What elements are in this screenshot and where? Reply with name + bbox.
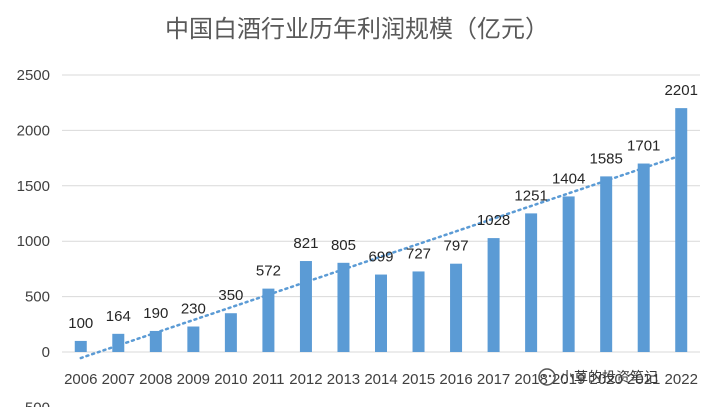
data-label: 164 [106,308,131,325]
x-tick-label: 2007 [102,371,135,388]
x-tick-label: 2010 [214,371,247,388]
bar [262,288,275,352]
y-axis-ticks: -500 0 500 1000 1500 2000 2500 [17,67,50,407]
y-tick-label: 0 [42,344,50,361]
bar [112,333,125,352]
x-tick-label: 2008 [139,371,172,388]
bar [450,263,463,352]
data-label: 821 [293,235,318,252]
wechat-icon-dot [548,374,552,378]
x-tick-label: 2013 [327,371,360,388]
y-tick-label: 2500 [17,67,50,84]
bar [224,313,237,352]
x-tick-label: 2012 [289,371,322,388]
data-label: 100 [68,315,93,332]
data-label: 572 [256,263,281,280]
data-label: 190 [143,305,168,322]
x-tick-label: 2011 [252,371,284,388]
y-tick-label: 1000 [17,233,50,250]
data-label: 1701 [627,138,660,155]
data-label: 805 [331,237,356,254]
y-tick-label: 500 [25,289,50,306]
watermark: 小草的投资笔记 [538,368,658,386]
x-tick-label: 2018 [514,371,547,388]
data-labels-group: 100 164 190 230 350 572 821 805 699 727 797 1028125… [68,82,698,332]
data-label: 699 [368,249,393,266]
bar [74,340,87,352]
x-tick-label: 2016 [439,371,472,388]
bar [375,274,387,352]
data-label: 1585 [589,150,622,167]
bar [637,163,650,352]
data-label: 727 [406,245,431,262]
x-tick-label: 2014 [364,371,397,388]
data-label: 2201 [665,82,698,99]
bar [487,238,500,352]
bar [525,213,538,352]
bars-group [74,108,688,352]
bar [412,271,425,352]
bar [600,176,613,352]
data-label: 230 [181,301,206,318]
x-tick-label: 2021 [627,371,660,388]
bar [337,262,350,352]
data-label: 350 [218,287,243,304]
bar [149,330,162,352]
x-tick-label: 2009 [177,371,210,388]
wechat-icon-dot [542,374,546,378]
x-tick-label: 2022 [665,371,698,388]
grid-lines [62,74,700,353]
chart-title: 中国白酒行业历年利润规模（亿元） [165,15,549,43]
data-label: 1028 [477,212,510,229]
trendline-group [79,154,683,360]
data-label: 797 [444,238,469,255]
bar [562,196,575,352]
x-tick-label: 2020 [589,371,622,388]
y-tick-label: 2000 [17,122,50,139]
x-axis-ticks: 2006 2007 2008 2009 2010 2011 2012 2013 2014 2015… [64,371,698,388]
data-label: 1251 [514,187,547,204]
data-label: 1404 [552,170,585,187]
x-tick-label: 2006 [64,371,97,388]
bar [675,108,688,352]
x-tick-label: 2017 [477,371,510,388]
watermark-text: 小草的投资笔记 [560,370,658,386]
trendline [79,154,683,360]
x-tick-label: 2019 [552,371,585,388]
y-tick-label: 1500 [17,178,50,195]
x-tick-label: 2015 [402,371,435,388]
bar [299,261,312,352]
y-tick-label: -500 [20,399,50,407]
bar [187,326,200,352]
wechat-icon [538,368,556,386]
